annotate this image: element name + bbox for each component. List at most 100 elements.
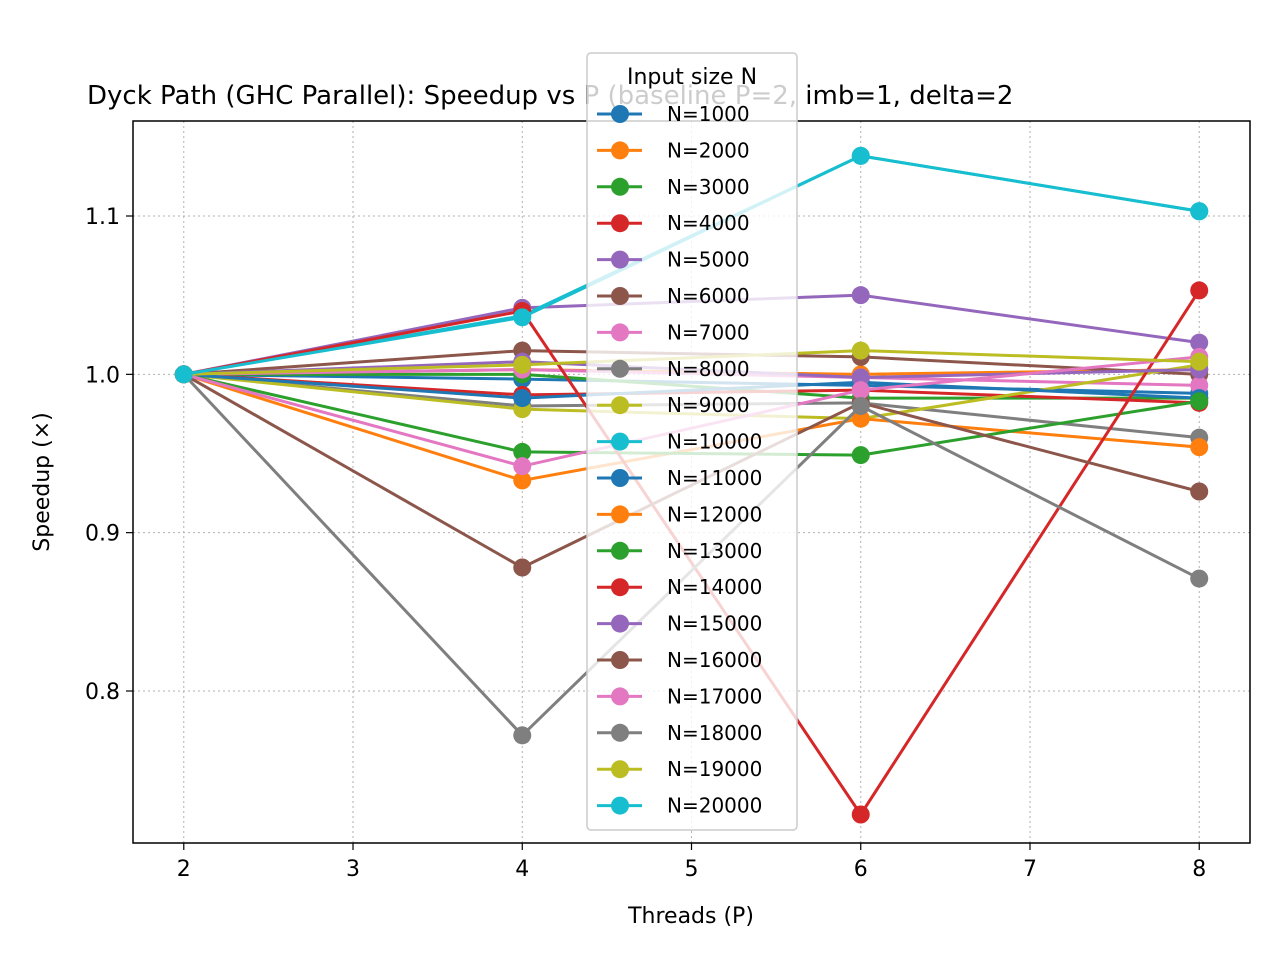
data-point bbox=[1190, 376, 1209, 395]
legend-label: N=1000 bbox=[667, 102, 750, 126]
legend-label: N=20000 bbox=[667, 794, 762, 818]
legend-item: N=6000 bbox=[597, 284, 750, 308]
data-point bbox=[174, 365, 193, 384]
data-point bbox=[513, 726, 532, 745]
legend-item: N=17000 bbox=[597, 684, 762, 708]
legend-label: N=10000 bbox=[667, 430, 762, 454]
legend-item: N=7000 bbox=[597, 320, 750, 344]
legend-marker bbox=[611, 287, 629, 305]
legend-item: N=20000 bbox=[597, 794, 762, 818]
legend-label: N=15000 bbox=[667, 612, 762, 636]
data-point bbox=[513, 308, 532, 327]
legend-marker bbox=[611, 177, 629, 196]
x-tick-label: 8 bbox=[1192, 857, 1206, 882]
data-point bbox=[1190, 392, 1209, 411]
legend-label: N=14000 bbox=[667, 575, 762, 599]
legend-label: N=17000 bbox=[667, 684, 762, 708]
legend-item: N=12000 bbox=[597, 502, 762, 526]
data-point bbox=[1190, 438, 1209, 457]
x-tick-label: 7 bbox=[1023, 857, 1037, 882]
legend-label: N=13000 bbox=[667, 539, 762, 563]
x-axis-label: Threads (P) bbox=[627, 904, 754, 929]
legend-marker bbox=[611, 614, 629, 633]
legend-marker bbox=[611, 541, 629, 560]
legend-item: N=13000 bbox=[597, 539, 762, 563]
legend-label: N=18000 bbox=[667, 721, 762, 745]
legend-label: N=19000 bbox=[667, 757, 762, 781]
legend-marker bbox=[611, 723, 629, 742]
x-tick-label: 5 bbox=[685, 857, 699, 882]
legend-label: N=2000 bbox=[667, 138, 750, 162]
y-tick-label: 1.1 bbox=[85, 205, 120, 230]
legend-item: N=1000 bbox=[597, 102, 750, 126]
legend-marker bbox=[611, 359, 629, 378]
legend-item: N=10000 bbox=[597, 430, 762, 454]
data-point bbox=[513, 442, 532, 461]
legend-marker bbox=[611, 214, 629, 233]
legend-item: N=16000 bbox=[597, 648, 762, 672]
data-point bbox=[513, 471, 532, 490]
legend-marker bbox=[611, 469, 629, 487]
legend-label: N=9000 bbox=[667, 393, 750, 417]
legend-item: N=9000 bbox=[597, 393, 750, 417]
x-tick-label: 4 bbox=[515, 857, 529, 882]
legend-item: N=5000 bbox=[597, 248, 750, 272]
data-point bbox=[513, 558, 532, 577]
legend-label: N=3000 bbox=[667, 175, 750, 199]
legend-marker bbox=[611, 796, 629, 815]
legend-marker bbox=[611, 760, 629, 779]
legend-label: N=7000 bbox=[667, 320, 750, 344]
legend-item: N=11000 bbox=[597, 466, 762, 490]
legend-marker bbox=[611, 141, 629, 160]
data-point bbox=[851, 146, 870, 165]
legend-label: N=8000 bbox=[667, 357, 750, 381]
legend-item: N=19000 bbox=[597, 757, 762, 781]
legend-item: N=3000 bbox=[597, 175, 750, 199]
data-point bbox=[1190, 333, 1209, 352]
legend-label: N=5000 bbox=[667, 248, 750, 272]
legend-item: N=14000 bbox=[597, 575, 762, 599]
data-point bbox=[513, 457, 532, 476]
legend-item: N=2000 bbox=[597, 138, 750, 162]
legend-marker bbox=[611, 651, 629, 669]
y-axis-label: Speedup (×) bbox=[30, 412, 55, 551]
data-point bbox=[851, 409, 870, 428]
data-point bbox=[513, 389, 532, 408]
legend-item: N=15000 bbox=[597, 612, 762, 636]
legend-item: N=8000 bbox=[597, 357, 750, 381]
chart-title: Dyck Path (GHC Parallel): Speedup vs P (… bbox=[87, 81, 1013, 111]
x-tick-label: 6 bbox=[854, 857, 868, 882]
legend-marker bbox=[611, 505, 629, 524]
legend-marker bbox=[611, 432, 629, 451]
data-point bbox=[851, 381, 870, 400]
legend-marker bbox=[611, 105, 629, 123]
data-point bbox=[851, 368, 870, 387]
y-tick-label: 1.0 bbox=[85, 363, 120, 388]
legend: Input size N N=1000 N=2000 N=3000 N=4000 N=5… bbox=[586, 52, 798, 831]
data-point bbox=[1190, 352, 1209, 371]
legend-label: N=12000 bbox=[667, 502, 762, 526]
legend-marker bbox=[611, 578, 629, 597]
data-point bbox=[851, 446, 870, 465]
data-point bbox=[851, 397, 870, 415]
data-point bbox=[1190, 569, 1209, 588]
ticks: 2 3 4 5 6 7 8 0.8 0.9 1.0 1.1 bbox=[85, 205, 1206, 882]
x-tick-label: 3 bbox=[346, 857, 360, 882]
legend-label: N=4000 bbox=[667, 211, 750, 235]
data-point bbox=[1190, 281, 1209, 300]
legend-marker bbox=[611, 687, 629, 706]
legend-item: N=18000 bbox=[597, 721, 762, 745]
legend-label: N=6000 bbox=[667, 284, 750, 308]
legend-item: N=4000 bbox=[597, 211, 750, 235]
legend-marker bbox=[611, 396, 629, 415]
y-tick-label: 0.8 bbox=[85, 680, 120, 705]
data-point bbox=[851, 286, 870, 305]
x-tick-label: 2 bbox=[177, 857, 191, 882]
legend-marker bbox=[611, 323, 629, 342]
legend-title: Input size N bbox=[627, 65, 757, 90]
data-point bbox=[1190, 202, 1209, 221]
y-tick-label: 0.9 bbox=[85, 522, 120, 547]
data-point bbox=[851, 805, 870, 824]
